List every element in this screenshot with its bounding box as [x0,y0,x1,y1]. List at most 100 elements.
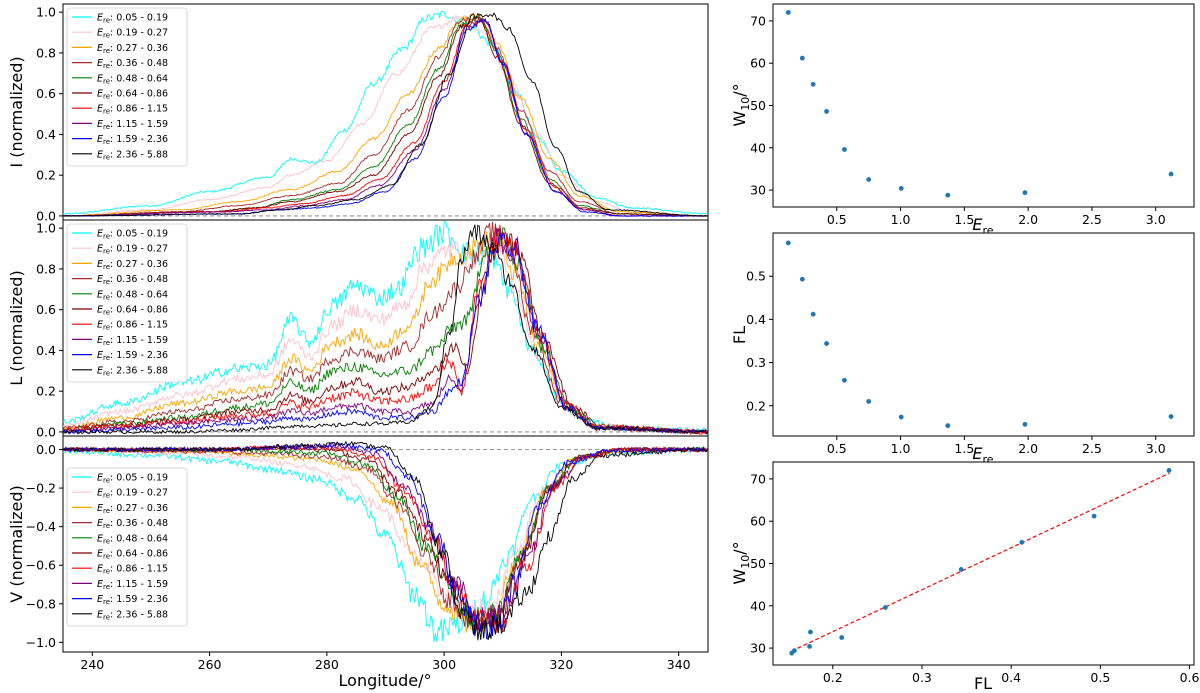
xtick-label: 240 [80,657,104,672]
ytick-label: 60 [750,56,766,71]
legend-entry: Ere: 1.15 - 1.59 [97,119,168,131]
scatter-point [785,10,791,15]
xtick-label: 280 [315,657,339,672]
scatter-point [810,81,816,87]
legend-entry: Ere: 0.48 - 0.64 [97,533,168,545]
series-line-2 [63,13,708,217]
legend-entry: Ere: 2.36 - 5.88 [97,609,168,621]
scatter-point [839,635,845,640]
scatter-point [824,341,829,346]
scatter-point [1168,171,1174,177]
ytick-label: −0.8 [26,596,56,611]
w10-fl-axes-frame [772,461,1195,666]
legend-entry: Ere: 0.27 - 0.36 [97,503,168,515]
legend-entry: Ere: 0.05 - 0.19 [97,229,168,241]
xtick-label: 340 [667,657,691,672]
xtick-label: 2.0 [1018,441,1038,456]
ytick-label: 0.8 [36,45,56,60]
scatter-point [1022,421,1028,427]
series-line-3 [63,229,708,434]
legend-box [66,467,188,627]
xtick-label: 2.5 [1082,441,1102,456]
xtick-label: 1.5 [954,212,974,227]
legend-entry: Ere: 2.36 - 5.88 [97,149,168,161]
ytick-label: 0.0 [36,424,56,439]
w10-vs-fl-panel: 30 40 50 60 70 0.2 0.3 0.4 0.5 0.6 W10/° FL [730,461,1200,693]
linear-polarization-panel: 0.0 0.2 0.4 0.6 0.8 1.0 Ere: 0.05 - 0.19 Ere: 0… [7,219,709,440]
ytick-label: −0.4 [26,519,56,534]
ytick-label: 50 [750,556,766,571]
legend-entry: Ere: 0.36 - 0.48 [97,58,168,70]
scatter-point [1166,468,1172,473]
legend-entry: Ere: 0.27 - 0.36 [97,259,168,271]
legend-entry: Ere: 0.36 - 0.48 [97,518,168,530]
w10-ere-axes-frame [772,3,1195,208]
fl-ylabel: FL [730,326,749,344]
ere-xlabel: Ere [972,215,993,237]
legend-entry: Ere: 0.48 - 0.64 [97,73,168,85]
series-line-4 [63,16,708,217]
intensity-ylabel: I (normalized) [7,56,26,167]
legend-entry: Ere: 2.36 - 5.88 [97,365,168,377]
scatter-point [1091,513,1097,519]
circular-ylabel: V (normalized) [7,485,26,602]
scatter-point [958,567,964,572]
xtick-label: 1.5 [954,441,974,456]
scatter-point [807,643,812,649]
legend-entry: Ere: 0.64 - 0.86 [97,89,168,101]
ytick-label: 0.4 [746,312,766,327]
series-line-10 [63,12,708,217]
scatter-point [866,177,872,182]
ytick-label: 0.6 [36,302,56,317]
ytick-label: 30 [750,641,766,656]
xtick-label: 1.0 [891,441,911,456]
legend-entry: Ere: 0.64 - 0.86 [97,305,168,317]
ytick-label: 1.0 [36,5,56,20]
xtick-label: 3.0 [1146,212,1166,227]
fl-ere-axes-frame [772,232,1195,437]
legend-entry: Ere: 0.05 - 0.19 [97,13,168,25]
ytick-label: 30 [750,183,766,198]
series-line-9 [63,442,708,639]
legend-entry: Ere: 0.48 - 0.64 [97,289,168,301]
legend-entry: Ere: 0.19 - 0.27 [97,244,168,256]
scatter-point [945,423,951,429]
ytick-label: −0.6 [26,558,56,573]
scatter-point [799,276,805,282]
legend-entry: Ere: 0.05 - 0.19 [97,473,168,485]
ytick-label: 0.6 [36,86,56,101]
fl-xlabel: FL [974,674,992,693]
xtick-label: 0.5 [1090,670,1110,685]
ytick-label: 0.2 [746,398,766,413]
scatter-point [898,414,904,420]
ytick-label: 40 [750,598,766,613]
ytick-label: −1.0 [26,635,56,650]
legend-entry: Ere: 0.19 - 0.27 [97,488,168,500]
ytick-label: 70 [750,13,766,28]
ytick-label: −0.2 [26,481,56,496]
scatter-point [842,147,847,152]
linear-ylabel: L (normalized) [7,270,26,385]
legend-box [66,7,188,167]
w10-subscript: 10 [739,97,752,111]
legend-entry: Ere: 1.59 - 2.36 [97,350,168,362]
scatter-point [945,192,951,198]
scatter-point [810,311,816,317]
legend-entry: Ere: 1.15 - 1.59 [97,579,168,591]
scatter-point [1168,414,1174,419]
scatter-point [824,109,829,114]
legend-entry: Ere: 1.59 - 2.36 [97,134,168,146]
fl-vs-ere-panel: 0.2 0.3 0.4 0.5 0.5 1.0 1.5 2.0 2.5 3.0 FL Ere [730,232,1195,466]
xtick-label: 0.4 [1001,670,1021,685]
legend-entry: Ere: 1.15 - 1.59 [97,335,168,347]
scatter-point [866,399,872,404]
series-line-8 [63,18,708,217]
ytick-label: 1.0 [36,221,56,236]
xtick-label: 0.5 [827,212,847,227]
series-line-1 [63,11,708,215]
series-line-10 [63,224,708,435]
ytick-label: 0.2 [36,168,56,183]
ytick-label: 0.0 [36,208,56,223]
xtick-label: 300 [432,657,456,672]
